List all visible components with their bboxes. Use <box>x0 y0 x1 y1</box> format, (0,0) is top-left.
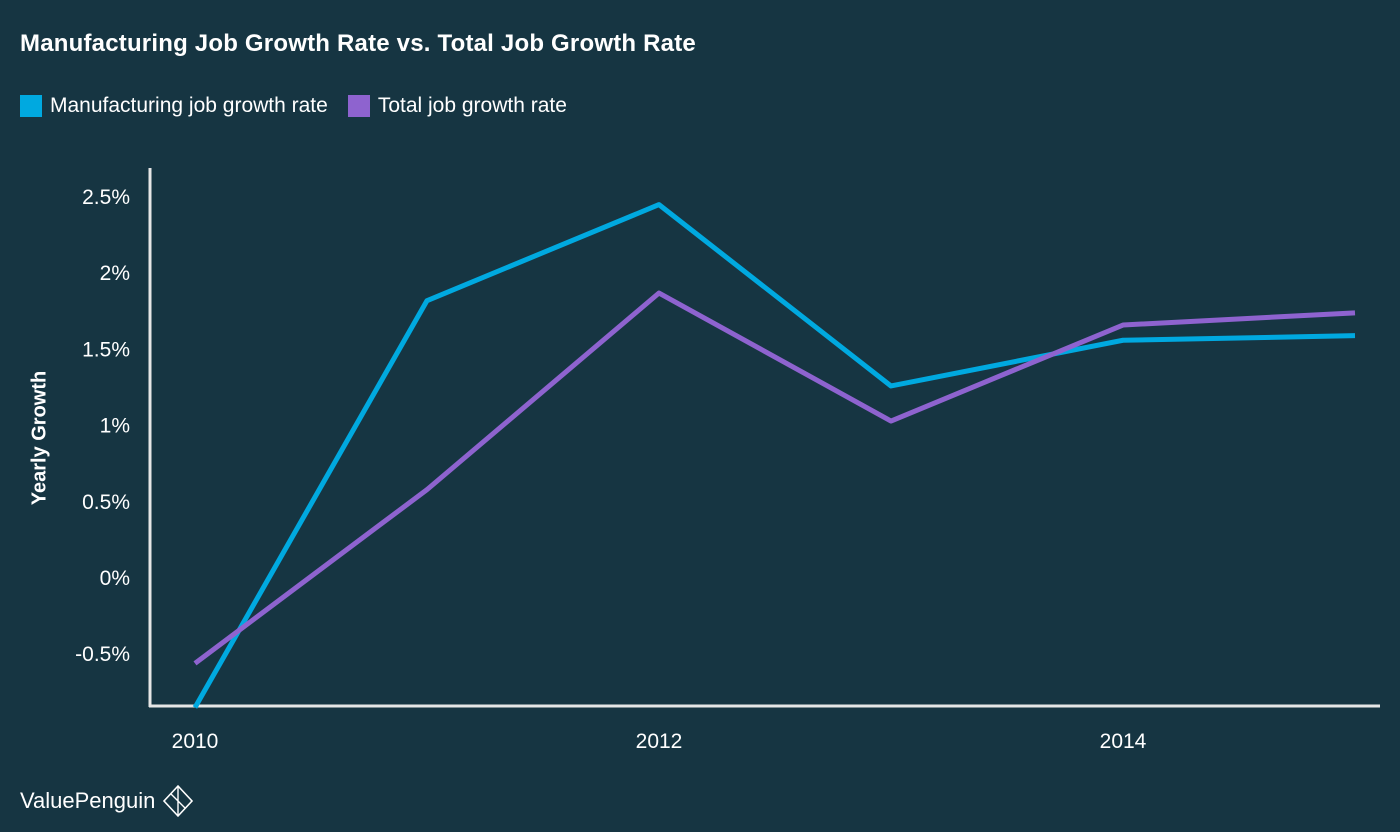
y-tick-label: 2.5% <box>82 186 130 209</box>
series-line-manufacturing <box>192 202 1356 709</box>
legend-item-manufacturing: Manufacturing job growth rate <box>20 94 328 118</box>
legend-label-manufacturing: Manufacturing job growth rate <box>50 94 328 117</box>
y-tick-label: 2% <box>100 262 130 285</box>
series-line-total <box>193 290 1356 666</box>
y-tick-label: 1% <box>100 415 130 438</box>
y-tick-label: 1.5% <box>82 338 130 361</box>
series-lines <box>192 202 1356 709</box>
legend-swatch-manufacturing <box>20 95 42 117</box>
y-tick-label: -0.5% <box>75 643 130 666</box>
y-tick-label: 0.5% <box>82 491 130 514</box>
x-tick-label: 2010 <box>172 730 219 753</box>
y-tick-label: 0% <box>100 567 130 590</box>
legend-swatch-total <box>347 95 370 117</box>
valuepenguin-logo-icon <box>163 784 194 818</box>
legend: Manufacturing job growth rate Total job … <box>20 94 587 118</box>
x-tick-label: 2012 <box>636 730 683 753</box>
brand: ValuePenguin <box>20 784 195 818</box>
legend-item-total: Total job growth rate <box>347 94 567 118</box>
x-tick-label: 2014 <box>1100 730 1147 753</box>
axes <box>148 168 1380 708</box>
brand-name: ValuePenguin <box>20 788 156 813</box>
legend-label-total: Total job growth rate <box>377 94 567 117</box>
y-tick-labels: 2.5% 2% 1.5% 1% 0.5% 0% -0.5% <box>75 186 130 666</box>
chart-title: Manufacturing Job Growth Rate vs. Total … <box>20 30 696 57</box>
x-tick-labels: 2010 2012 2014 <box>172 730 1147 753</box>
